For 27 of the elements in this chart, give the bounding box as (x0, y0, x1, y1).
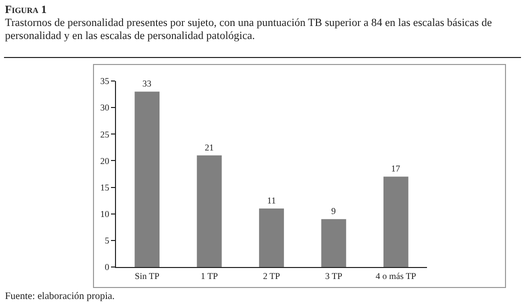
data-label: 9 (331, 206, 336, 216)
data-label: 17 (391, 164, 401, 174)
source-note: Fuente: elaboración propia. (5, 291, 115, 302)
chart-subtitle: Trastornos de personalidad presentes por sujeto, con una puntuación TB superior a 84 en las escalas básicas de personalidad y en las escalas de personalidad patológica. (5, 17, 493, 43)
bar (134, 92, 160, 267)
x-tick-label: 1 TP (200, 270, 218, 281)
bar (383, 176, 408, 267)
data-label: 21 (204, 142, 214, 152)
bar (321, 219, 346, 267)
bar (196, 155, 222, 267)
y-tick-label: 15 (100, 182, 110, 192)
x-tick-label: Sin TP (134, 270, 160, 281)
y-tick-label: 35 (100, 76, 110, 86)
data-label: 33 (142, 78, 152, 89)
y-tick-label: 20 (100, 156, 110, 166)
text: Figura 1 (5, 4, 47, 16)
y-tick-label: 25 (100, 129, 110, 140)
x-tick-label: 2 TP (262, 270, 280, 281)
x-tick-label: 4 o más TP (376, 270, 416, 281)
data-label: 11 (267, 196, 276, 206)
y-tick-label: 5 (104, 236, 110, 246)
y-tick-label: 10 (100, 209, 110, 220)
x-tick-label: 3 TP (325, 270, 342, 281)
y-tick-label: 30 (100, 102, 110, 113)
y-tick-label: 0 (104, 262, 110, 272)
bar (259, 208, 284, 267)
frame: 33 21 11 9 17 Sin TP 1 TP 2 TP 3 TP 4 o más TP 0 5 10 15 20 25 30 35 (93, 64, 506, 288)
